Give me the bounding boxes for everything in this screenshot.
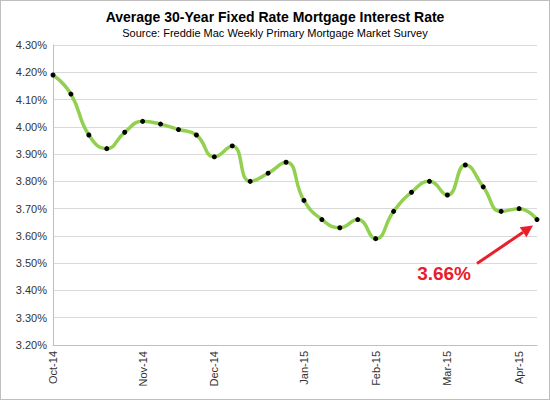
svg-text:Jan-15: Jan-15 <box>298 351 310 385</box>
svg-text:Oct-14: Oct-14 <box>47 351 59 384</box>
svg-text:4.10%: 4.10% <box>16 94 47 106</box>
svg-text:3.80%: 3.80% <box>16 175 47 187</box>
svg-text:4.20%: 4.20% <box>16 66 47 78</box>
svg-text:3.40%: 3.40% <box>16 284 47 296</box>
svg-text:3.70%: 3.70% <box>16 203 47 215</box>
svg-text:3.90%: 3.90% <box>16 148 47 160</box>
svg-text:Feb-15: Feb-15 <box>370 351 382 386</box>
svg-text:Average 30-Year Fixed Rate Mor: Average 30-Year Fixed Rate Mortgage Inte… <box>106 9 445 25</box>
svg-text:4.30%: 4.30% <box>16 39 47 51</box>
svg-text:3.30%: 3.30% <box>16 312 47 324</box>
svg-text:3.50%: 3.50% <box>16 257 47 269</box>
svg-text:Source: Freddie Mac Weekly Pri: Source: Freddie Mac Weekly Primary Mortg… <box>122 27 428 39</box>
svg-text:Nov-14: Nov-14 <box>137 351 149 386</box>
svg-text:Dec-14: Dec-14 <box>208 351 220 386</box>
svg-text:Mar-15: Mar-15 <box>441 351 453 386</box>
svg-text:Apr-15: Apr-15 <box>513 351 525 384</box>
svg-text:3.60%: 3.60% <box>16 230 47 242</box>
svg-text:3.20%: 3.20% <box>16 339 47 351</box>
svg-text:3.66%: 3.66% <box>417 263 471 284</box>
svg-text:4.00%: 4.00% <box>16 121 47 133</box>
